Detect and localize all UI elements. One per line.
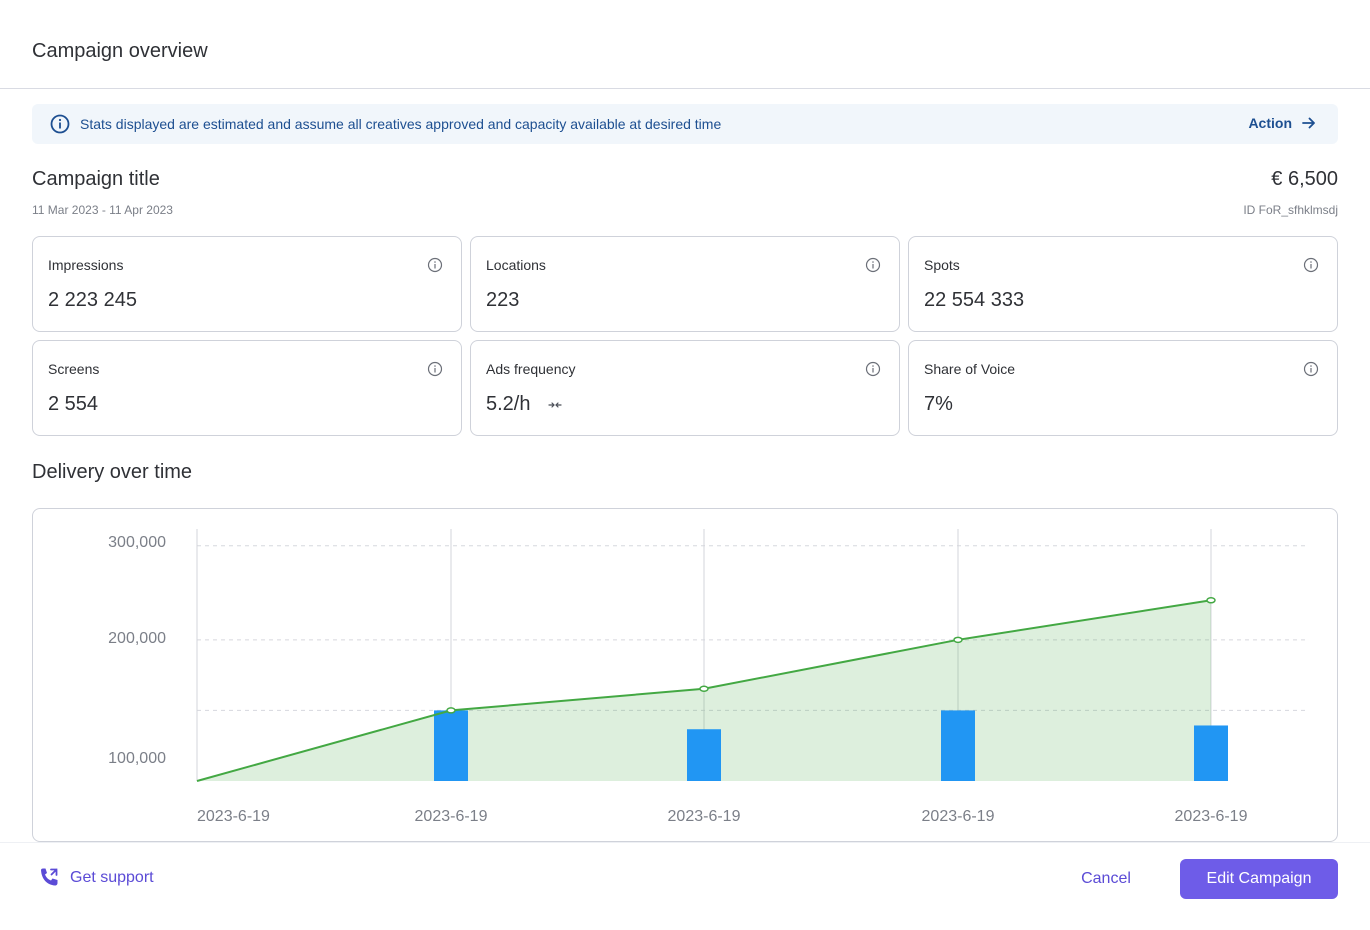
arrow-right-icon (1302, 117, 1315, 129)
banner-text: Stats displayed are estimated and assume… (80, 116, 722, 132)
data-point (699, 685, 709, 693)
stat-label: Spots (924, 257, 960, 273)
page-title: Campaign overview (32, 40, 208, 62)
bar (687, 729, 721, 781)
y-tick-label: 200,000 (108, 630, 166, 647)
modal-header: Campaign overview (0, 0, 1370, 89)
info-icon[interactable] (865, 361, 881, 377)
get-support-link[interactable]: Get support (38, 867, 154, 889)
stat-value: 5.2/h (486, 393, 531, 415)
info-icon[interactable] (1303, 361, 1319, 377)
compress-arrows-icon (548, 402, 562, 408)
stat-label: Impressions (48, 257, 124, 273)
stat-card-spots: Spots 22 554 333 (908, 236, 1338, 332)
cancel-button[interactable]: Cancel (1060, 859, 1152, 899)
stat-label: Locations (486, 257, 546, 273)
info-icon[interactable] (427, 257, 443, 273)
y-tick-label: 300,000 (108, 534, 166, 551)
stat-card-impressions: Impressions 2 223 245 (32, 236, 462, 332)
x-tick-label: 2023-6-19 (922, 808, 995, 825)
y-tick-label: 100,000 (108, 750, 166, 767)
stat-value: 2 223 245 (48, 289, 137, 311)
x-tick-label: 2023-6-19 (1175, 808, 1248, 825)
phone-transfer-icon (41, 868, 58, 886)
x-tick-label: 2023-6-19 (415, 808, 488, 825)
stat-value-row: 5.2/h (486, 393, 562, 416)
campaign-price: € 6,500 (1271, 168, 1338, 190)
bar (434, 710, 468, 781)
bar (941, 710, 975, 781)
delivery-title: Delivery over time (32, 461, 193, 483)
x-tick-label: 2023-6-19 (668, 808, 741, 825)
info-icon (50, 114, 70, 134)
info-icon[interactable] (865, 257, 881, 273)
stat-card-share-of-voice: Share of Voice 7% (908, 340, 1338, 436)
data-point (1206, 597, 1216, 604)
data-point (446, 707, 456, 714)
stat-label: Screens (48, 361, 100, 377)
stat-card-screens: Screens 2 554 (32, 340, 462, 436)
stat-value: 7% (924, 393, 953, 415)
stat-value: 2 554 (48, 393, 99, 415)
stat-card-locations: Locations 223 (470, 236, 900, 332)
x-tick-label: 2023-6-19 (197, 808, 270, 825)
info-icon[interactable] (427, 361, 443, 377)
banner-action-link[interactable]: Action (1248, 115, 1316, 131)
modal-footer: Get support Cancel Edit Campaign (0, 842, 1370, 930)
info-icon[interactable] (1303, 257, 1319, 273)
get-support-label: Get support (70, 869, 154, 886)
delivery-chart-svg: 300,000 200,000 100,000 2023-6-19 2023-6-19 2… (108, 529, 1305, 825)
stat-value: 223 (486, 289, 520, 311)
campaign-dates: 11 Mar 2023 - 11 Apr 2023 (32, 203, 173, 217)
delivery-chart: 300,000 200,000 100,000 2023-6-19 2023-6-19 2… (32, 508, 1338, 842)
campaign-id: ID FoR_sfhklmsdj (1243, 203, 1338, 217)
stat-value: 22 554 333 (924, 289, 1025, 311)
stat-label: Share of Voice (924, 361, 1016, 377)
stat-card-ads-frequency: Ads frequency 5.2/h (470, 340, 900, 436)
data-point (953, 636, 963, 644)
edit-campaign-button[interactable]: Edit Campaign (1180, 859, 1338, 899)
info-banner: Stats displayed are estimated and assume… (32, 104, 1338, 144)
banner-action-label: Action (1248, 115, 1292, 131)
stat-label: Ads frequency (486, 361, 576, 377)
bar (1194, 725, 1228, 781)
campaign-title: Campaign title (32, 168, 160, 190)
